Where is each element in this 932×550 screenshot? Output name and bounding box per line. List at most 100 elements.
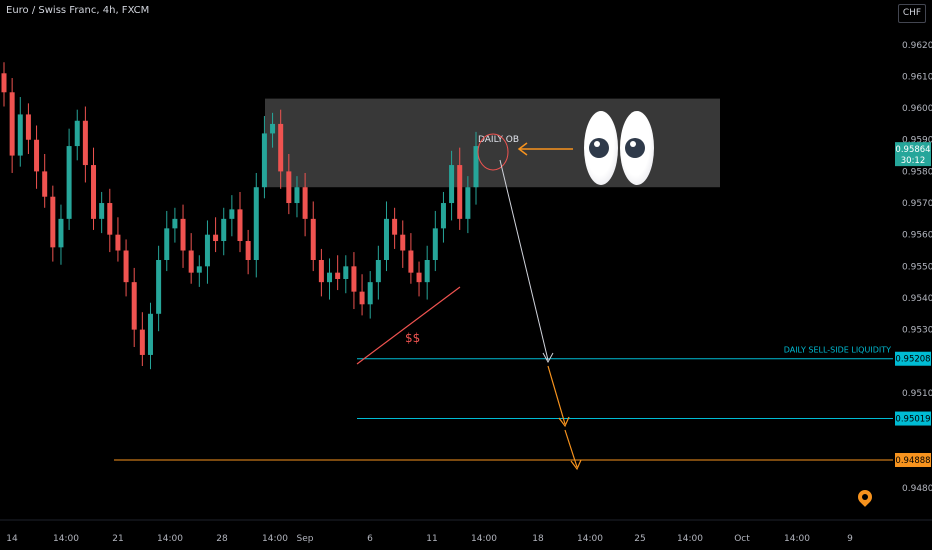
candle-body — [156, 260, 162, 314]
candle-body — [457, 165, 463, 219]
candle-body — [115, 234, 121, 251]
x-tick-label: 14:00 — [262, 534, 288, 544]
candle-body — [408, 250, 414, 273]
price-level-label: 0.94888 — [895, 456, 930, 466]
candle-body — [82, 120, 88, 166]
candle-body — [359, 291, 365, 305]
projection-arrowhead — [542, 352, 554, 364]
candle-body — [188, 250, 194, 273]
right-eye-emoji — [620, 111, 654, 185]
y-tick-label: 0.94800 — [902, 484, 932, 494]
right-pupil-icon — [625, 138, 645, 158]
candle-body — [375, 260, 381, 283]
candle-body — [335, 272, 341, 279]
candle-body — [261, 133, 267, 188]
candle-body — [147, 313, 153, 355]
candle-body — [253, 187, 259, 260]
candle-body — [91, 165, 97, 219]
price-level-label: 0.95208 — [895, 355, 930, 365]
x-tick-label: 14:00 — [784, 534, 810, 544]
candle-body — [302, 187, 308, 219]
candle-body — [473, 146, 479, 188]
candle-body — [449, 165, 455, 204]
price-axis — [893, 0, 932, 550]
candle-body — [25, 114, 31, 140]
candle-body — [392, 218, 398, 235]
x-tick-label: 14:00 — [577, 534, 603, 544]
x-tick-label: 28 — [216, 534, 228, 544]
projection-arrowhead — [570, 459, 582, 471]
candle-body — [66, 146, 72, 219]
candle-body — [123, 250, 129, 283]
candle-body — [42, 171, 48, 197]
candle-body — [204, 234, 210, 267]
projection-arrow — [499, 159, 549, 361]
candle-body — [343, 266, 349, 279]
x-tick-label: 14:00 — [677, 534, 703, 544]
candle-body — [131, 282, 137, 330]
liquidity-trendline — [356, 286, 461, 365]
candle-body — [164, 228, 170, 260]
candle-body — [50, 196, 56, 248]
liquidity-label: $$ — [405, 331, 420, 345]
current-price-label: 0.95864 — [895, 145, 930, 155]
candle-body — [278, 123, 284, 172]
candle-body — [286, 171, 292, 204]
candle-body — [400, 234, 406, 251]
x-tick-label: 18 — [532, 534, 544, 544]
x-tick-label: Sep — [297, 534, 314, 544]
candle-body — [432, 228, 438, 260]
x-tick-label: 25 — [634, 534, 645, 544]
projection-arrowhead — [558, 416, 570, 428]
x-tick-label: 21 — [112, 534, 123, 544]
candle-body — [17, 114, 23, 156]
candle-body — [107, 203, 113, 235]
candle-body — [327, 272, 333, 283]
left-pupil-icon — [589, 138, 609, 158]
candle-body — [58, 218, 64, 248]
candle-body — [310, 218, 316, 260]
candle-body — [424, 260, 430, 283]
x-tick-label: 11 — [426, 534, 437, 544]
current-price-tag — [895, 142, 931, 167]
candle-body — [229, 209, 235, 219]
ob-highlight-circle — [477, 133, 509, 171]
candle-body — [367, 282, 373, 305]
candle-body — [416, 272, 422, 283]
daily-ob-label: DAILY OB — [478, 135, 519, 145]
pointer-arrowhead — [517, 142, 528, 156]
candle-body — [74, 120, 80, 147]
projection-arrow — [564, 429, 578, 468]
candle-body — [440, 203, 446, 229]
candle-body — [318, 260, 324, 283]
price-level-tag — [895, 453, 931, 467]
candle-body — [172, 218, 178, 229]
candle-body — [9, 92, 15, 156]
symbol-title[interactable]: Euro / Swiss Franc, 4h, FXCM — [6, 5, 150, 16]
candle-body — [34, 139, 40, 172]
x-tick-label: 14:00 — [157, 534, 183, 544]
candle-body — [237, 209, 243, 242]
candle-body — [99, 203, 105, 219]
projection-arrow — [547, 365, 566, 425]
x-tick-label: 6 — [367, 534, 373, 544]
x-tick-label: 14 — [6, 534, 18, 544]
left-eye-emoji — [584, 111, 618, 185]
price-level-label: 0.95019 — [895, 415, 930, 425]
candle-body — [139, 329, 145, 355]
currency-button[interactable]: CHF — [898, 4, 926, 23]
price-level-tag — [895, 351, 931, 366]
candle-body — [221, 218, 227, 242]
candle-body — [270, 123, 276, 134]
candle-body — [1, 73, 7, 93]
